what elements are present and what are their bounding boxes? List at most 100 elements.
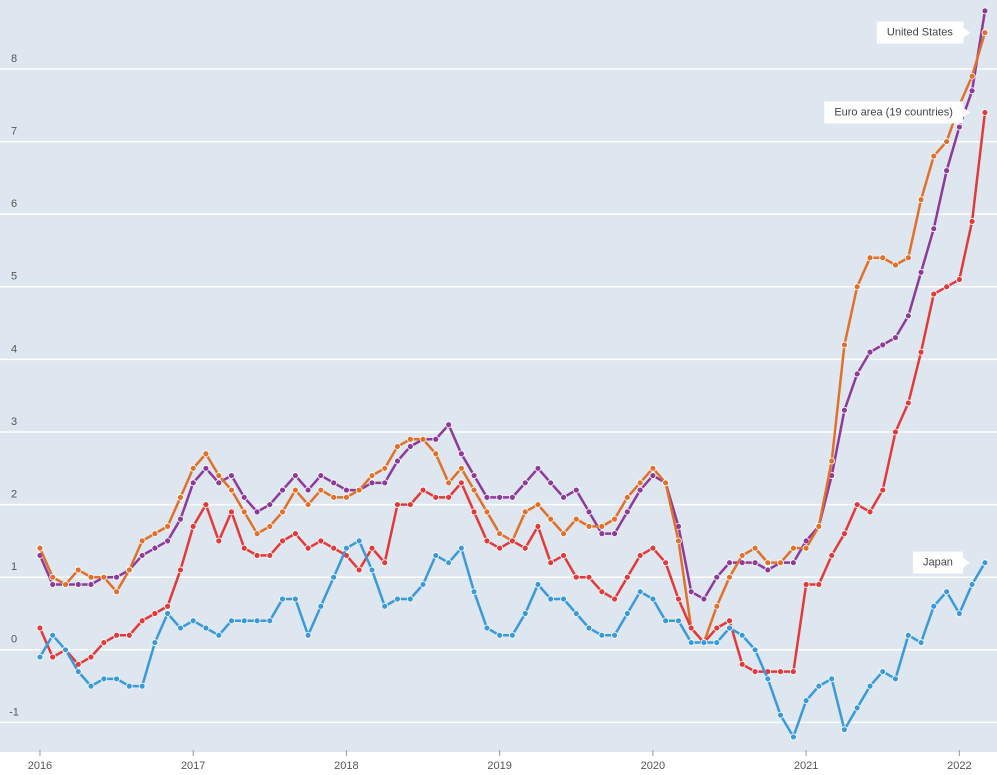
point bbox=[943, 283, 951, 291]
point bbox=[240, 617, 248, 625]
point bbox=[304, 486, 312, 494]
x-tick-label: 2016 bbox=[28, 760, 52, 772]
point bbox=[138, 552, 146, 559]
point bbox=[304, 501, 312, 508]
label-box bbox=[876, 21, 964, 44]
point bbox=[113, 631, 120, 639]
point bbox=[240, 508, 248, 516]
label-pointer bbox=[962, 107, 970, 118]
point bbox=[470, 472, 478, 479]
point bbox=[457, 450, 465, 458]
point bbox=[177, 566, 184, 574]
point bbox=[636, 479, 644, 487]
point bbox=[381, 602, 389, 610]
point bbox=[828, 675, 836, 683]
point bbox=[547, 479, 555, 487]
point bbox=[598, 522, 606, 530]
point bbox=[726, 624, 733, 632]
point bbox=[279, 537, 286, 545]
point bbox=[828, 457, 836, 465]
point bbox=[636, 552, 644, 559]
point bbox=[381, 464, 389, 472]
point bbox=[700, 639, 708, 646]
point bbox=[521, 479, 529, 487]
point bbox=[879, 668, 887, 675]
point bbox=[611, 515, 618, 523]
point bbox=[841, 406, 848, 414]
point bbox=[930, 225, 938, 233]
point bbox=[892, 428, 899, 436]
point bbox=[177, 493, 184, 501]
series-label: Japan bbox=[912, 551, 970, 574]
point bbox=[253, 552, 261, 559]
point bbox=[904, 631, 912, 639]
point bbox=[713, 624, 721, 632]
series-label-text: Euro area (19 countries) bbox=[834, 106, 953, 118]
point bbox=[164, 537, 172, 545]
point bbox=[802, 581, 810, 588]
point bbox=[790, 544, 797, 552]
point bbox=[189, 464, 197, 472]
point bbox=[113, 675, 120, 683]
point bbox=[432, 435, 440, 443]
point bbox=[955, 610, 963, 617]
point bbox=[496, 631, 504, 639]
point bbox=[74, 668, 82, 675]
point bbox=[113, 573, 120, 581]
point bbox=[675, 617, 682, 625]
point bbox=[100, 573, 108, 581]
label-pointer bbox=[962, 557, 970, 568]
point bbox=[777, 559, 784, 567]
point bbox=[151, 530, 159, 538]
point bbox=[636, 588, 644, 596]
point bbox=[649, 472, 657, 479]
point bbox=[62, 646, 69, 654]
point bbox=[662, 479, 670, 487]
point bbox=[470, 486, 478, 494]
point bbox=[483, 493, 491, 501]
point bbox=[164, 602, 172, 610]
point bbox=[177, 624, 184, 632]
point bbox=[815, 581, 823, 588]
point bbox=[777, 668, 784, 675]
point bbox=[189, 522, 197, 530]
point bbox=[266, 617, 274, 625]
point bbox=[777, 711, 784, 719]
point bbox=[470, 508, 478, 516]
point bbox=[802, 544, 810, 552]
point bbox=[317, 486, 325, 494]
point bbox=[125, 566, 133, 574]
point bbox=[521, 544, 529, 552]
point bbox=[330, 573, 338, 581]
point bbox=[355, 537, 363, 545]
point bbox=[547, 515, 555, 523]
point bbox=[240, 544, 248, 552]
point bbox=[49, 631, 57, 639]
point bbox=[138, 617, 146, 625]
point bbox=[879, 341, 887, 349]
point bbox=[930, 602, 938, 610]
point bbox=[49, 581, 57, 588]
point bbox=[879, 254, 887, 262]
point bbox=[406, 435, 414, 443]
point bbox=[228, 472, 235, 479]
point bbox=[483, 537, 491, 545]
point bbox=[419, 435, 427, 443]
point bbox=[202, 464, 210, 472]
point bbox=[138, 682, 146, 690]
point bbox=[675, 595, 682, 603]
x-tick-label: 2017 bbox=[181, 760, 205, 772]
point bbox=[943, 167, 951, 175]
point bbox=[202, 624, 210, 632]
x-tick-label: 2019 bbox=[487, 760, 511, 772]
point bbox=[496, 530, 504, 538]
point bbox=[125, 631, 133, 639]
point bbox=[266, 501, 274, 508]
point bbox=[62, 581, 69, 588]
point bbox=[853, 283, 861, 291]
y-tick-label: 2 bbox=[11, 489, 17, 501]
point bbox=[419, 486, 427, 494]
x-tick-label: 2021 bbox=[794, 760, 818, 772]
point bbox=[675, 537, 682, 545]
point bbox=[904, 399, 912, 407]
